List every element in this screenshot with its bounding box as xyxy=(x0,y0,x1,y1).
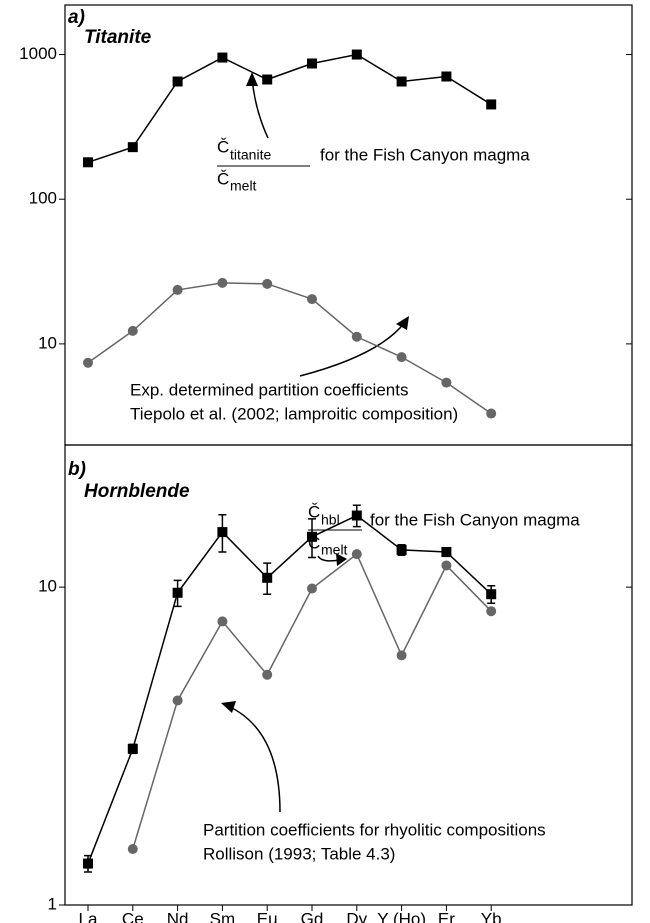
marker xyxy=(441,377,452,388)
arrow xyxy=(251,77,269,139)
y-tick-label: 1 xyxy=(48,894,57,913)
marker xyxy=(486,589,497,600)
annotation: Tiepolo et al. (2002; lamproitic composi… xyxy=(130,404,458,423)
series-line xyxy=(87,53,492,163)
annotation: Č xyxy=(217,137,229,156)
marker xyxy=(172,587,183,598)
x-tick-label: Dy xyxy=(346,909,367,923)
panel-label: a) xyxy=(68,7,85,28)
arrow xyxy=(299,321,406,377)
marker xyxy=(441,560,452,571)
marker xyxy=(307,294,317,305)
y-tick-label: 10 xyxy=(38,577,57,596)
annotation: Rollison (1993; Table 4.3) xyxy=(203,844,395,863)
series-line xyxy=(87,282,492,415)
marker xyxy=(486,606,497,617)
marker xyxy=(172,284,183,295)
marker xyxy=(217,52,228,63)
marker xyxy=(83,357,93,368)
marker xyxy=(396,544,407,555)
annotation: Exp. determined partition coefficients xyxy=(130,380,408,399)
annotation: for the Fish Canyon magma xyxy=(370,510,580,529)
marker xyxy=(307,583,317,594)
marker xyxy=(217,277,228,288)
x-tick-label: Er xyxy=(438,909,455,923)
x-tick-label: Eu xyxy=(257,909,278,923)
series-line xyxy=(132,552,492,850)
marker xyxy=(441,71,452,82)
x-tick-label: Gd xyxy=(301,909,324,923)
annotation: Č xyxy=(217,169,229,188)
marker xyxy=(217,616,228,627)
panel-b-frame xyxy=(64,444,633,906)
arrow-head xyxy=(246,72,258,86)
x-tick-label: Sm xyxy=(210,909,236,923)
marker xyxy=(351,510,362,521)
marker xyxy=(127,743,138,754)
y-tick-label: 100 xyxy=(29,189,57,208)
marker xyxy=(127,142,138,153)
annotation: melt xyxy=(230,178,257,194)
y-tick-label: 10 xyxy=(38,333,57,352)
x-tick-label: Yb xyxy=(481,909,502,923)
marker xyxy=(351,549,362,560)
annotation: Partition coefficients for rhyolitic com… xyxy=(203,820,546,839)
marker xyxy=(83,157,93,168)
annotation: melt xyxy=(321,542,348,558)
panel-title: Hornblende xyxy=(84,481,190,502)
marker xyxy=(351,49,362,60)
marker xyxy=(262,572,273,583)
x-tick-label: Ce xyxy=(122,909,144,923)
marker xyxy=(217,527,228,538)
x-tick-label: Y (Ho) xyxy=(377,909,426,923)
annotation: Č xyxy=(308,502,320,521)
panel-a-frame xyxy=(64,4,633,446)
panel-title: Titanite xyxy=(84,27,152,48)
marker xyxy=(127,844,138,855)
marker xyxy=(351,331,362,342)
arrow-head xyxy=(336,553,347,566)
marker xyxy=(83,858,93,869)
y-tick-label: 1000 xyxy=(19,44,57,63)
marker xyxy=(396,352,407,363)
annotation: hbl xyxy=(321,512,340,528)
marker xyxy=(262,278,273,289)
marker xyxy=(172,695,183,706)
annotation: titanite xyxy=(230,147,271,163)
series-line xyxy=(87,514,492,864)
marker xyxy=(262,74,273,85)
marker xyxy=(307,58,317,69)
x-tick-label: La xyxy=(79,909,98,923)
marker xyxy=(396,76,407,87)
marker xyxy=(486,408,497,419)
arrow-head xyxy=(221,701,236,713)
panel-label: b) xyxy=(68,459,86,480)
x-tick-label: Nd xyxy=(167,909,189,923)
marker xyxy=(307,531,317,542)
arrow xyxy=(227,705,281,813)
marker xyxy=(441,546,452,557)
marker xyxy=(486,99,497,110)
marker xyxy=(396,650,407,661)
arrow-head xyxy=(396,316,409,330)
marker xyxy=(172,76,183,87)
annotation: for the Fish Canyon magma xyxy=(320,145,530,164)
marker xyxy=(127,325,138,336)
marker xyxy=(262,669,273,680)
